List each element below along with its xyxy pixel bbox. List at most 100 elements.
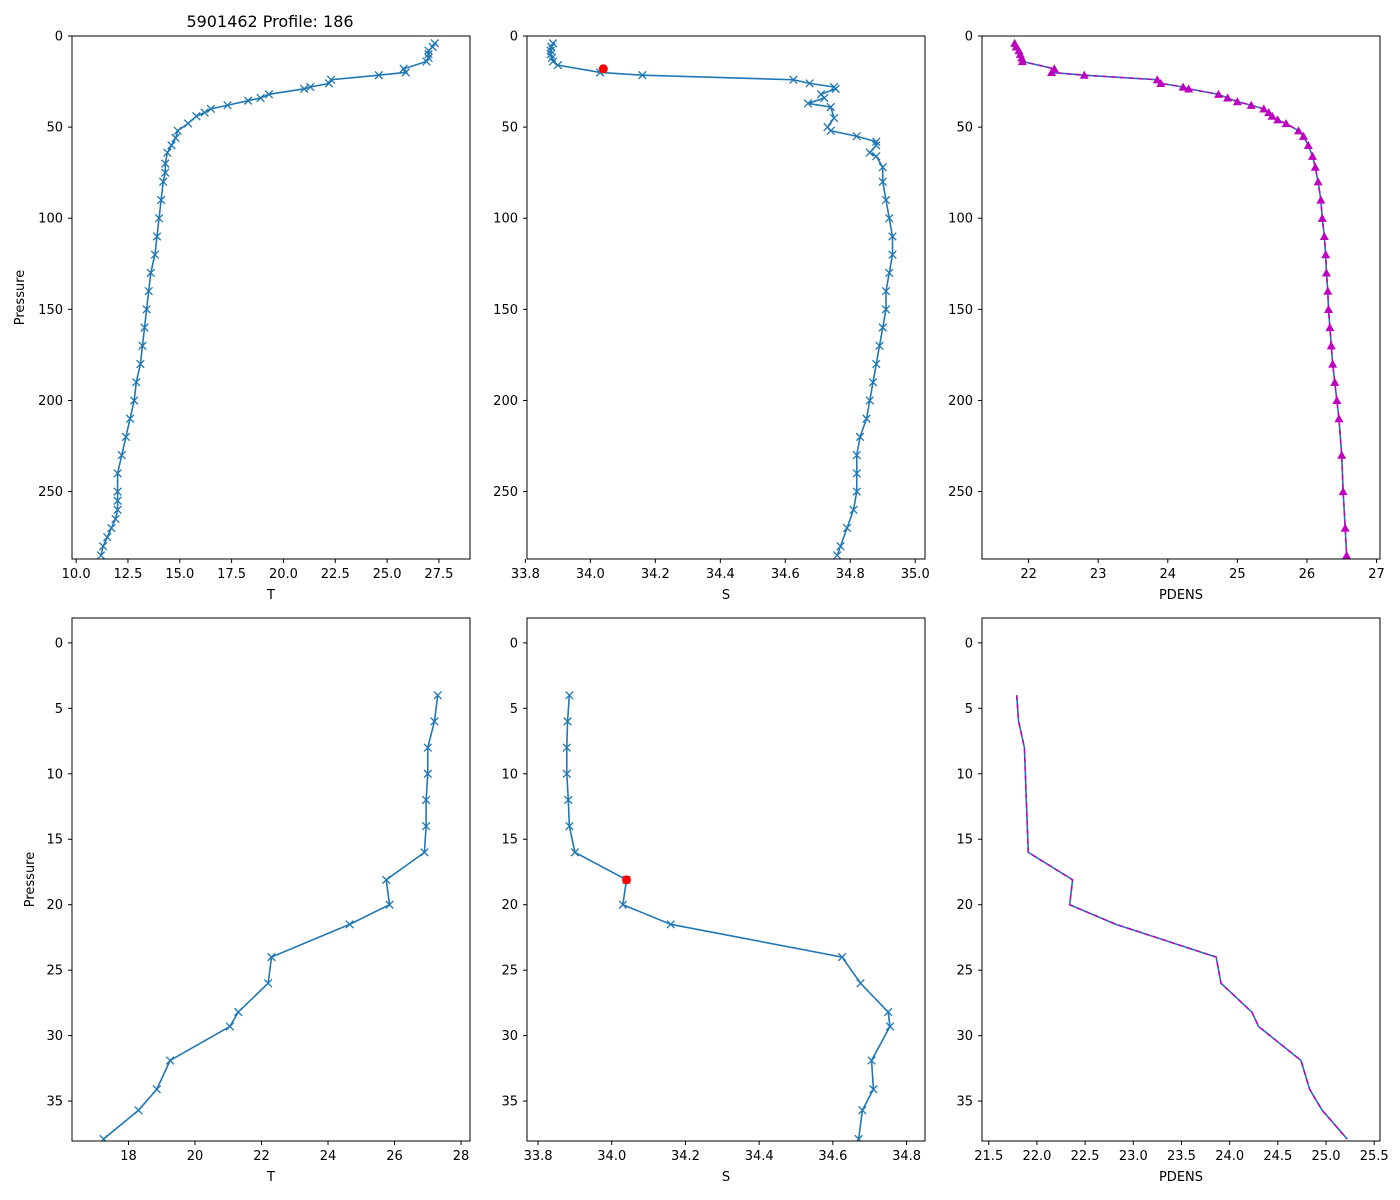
top-pdens-data-point (1281, 118, 1291, 128)
bottom-temperature-x-tick-label: 22 (253, 1149, 270, 1164)
top-temperature-data-point (161, 168, 170, 177)
top-temperature-data-point (424, 46, 433, 55)
top-temperature-data-point (424, 49, 433, 59)
bottom-salinity-x-axis-label: S (722, 1170, 730, 1185)
bottom-pdens-series-dashed-line (1015, 695, 1348, 1140)
top-salinity-x-tick-label: 33.8 (511, 567, 540, 582)
top-salinity-x-tick-label: 34.2 (641, 567, 670, 582)
top-pdens-y-tick-label: 150 (948, 303, 973, 318)
top-pdens-data-point (1017, 53, 1027, 62)
top-pdens-data-point (1319, 231, 1329, 241)
bottom-temperature-data-point (267, 952, 276, 962)
top-salinity-y-tick-label: 150 (493, 303, 518, 318)
bottom-temperature-series-line (103, 695, 439, 1140)
bottom-temperature-y-tick-label: 25 (46, 964, 63, 979)
bottom-temperature-data-point (345, 920, 354, 929)
top-salinity-data-point (826, 102, 836, 112)
bottom-salinity-y-tick-label: 5 (510, 702, 518, 717)
bottom-temperature-data-point (421, 795, 431, 805)
top-salinity-data-point (881, 286, 891, 296)
top-temperature-data-point (306, 82, 315, 92)
top-salinity-data-point (865, 148, 875, 157)
top-pdens-data-point (1079, 70, 1089, 79)
top-temperature-data-point (374, 70, 384, 80)
bottom-temperature-data-point (430, 717, 439, 726)
bottom-salinity-data-point (563, 717, 572, 726)
chart-panels: 10.0 12.5 15.0 17.5 20.0 22.5 25.0 27.505010015… (13, 30, 1389, 1186)
top-temperature-x-tick-label: 27.5 (424, 567, 453, 582)
bottom-temperature-x-axis-label: T (266, 1170, 275, 1185)
top-pdens-data-point (1326, 341, 1336, 350)
top-salinity-x-axis-label: S (722, 588, 730, 603)
top-salinity-x-tick-label: 34.6 (771, 567, 800, 582)
top-salinity-x-tick-label: 35.0 (901, 567, 930, 582)
top-salinity-data-point (872, 137, 881, 146)
top-temperature-data-point (113, 487, 122, 496)
top-salinity-y-tick-label: 0 (510, 30, 518, 45)
top-salinity-data-point (833, 551, 842, 559)
bottom-salinity-data-point (856, 978, 865, 988)
bottom-salinity-x-tick-label: 34.4 (745, 1149, 774, 1164)
bottom-temperature-data-point (225, 1022, 235, 1031)
bottom-pdens-y-tick-label: 20 (956, 898, 973, 913)
top-salinity-data-point (878, 162, 888, 172)
bottom-salinity-data-point (562, 769, 572, 779)
top-salinity-data-point (553, 60, 563, 70)
top-temperature-axes-frame (71, 35, 471, 560)
top-salinity-data-point (638, 70, 647, 80)
top-pdens-data-point (1184, 84, 1194, 93)
top-salinity-y-tick-label: 50 (501, 121, 518, 136)
bottom-salinity-axes-frame (526, 617, 926, 1142)
top-salinity-data-point (852, 450, 862, 460)
top-temperature-data-point (422, 57, 431, 66)
top-salinity-data-point (829, 113, 839, 123)
top-salinity-data-point (865, 396, 875, 405)
bottom-temperature-x-tick-label: 26 (386, 1149, 403, 1164)
top-temperature-data-point (129, 396, 139, 405)
bottom-pdens-x-tick-label: 24.0 (1215, 1149, 1244, 1164)
top-salinity-data-point (885, 213, 894, 223)
top-salinity-data-point (820, 93, 829, 103)
top-pdens-data-point (1321, 250, 1331, 259)
bottom-temperature-data-point (381, 875, 391, 885)
bottom-temperature-x-tick-label: 28 (453, 1149, 470, 1164)
bottom-temperature-y-axis-label: Pressure (23, 852, 38, 908)
bottom-salinity-x-tick-label: 34.8 (892, 1149, 921, 1164)
top-temperature-data-point (152, 232, 162, 241)
bottom-temperature-data-point (421, 821, 431, 831)
top-salinity-data-point (826, 126, 836, 136)
top-pdens-data-point (1267, 111, 1277, 120)
top-salinity-data-point (875, 341, 884, 351)
top-salinity-data-point (852, 487, 862, 496)
bottom-temperature-y-tick-label: 20 (46, 898, 63, 913)
bottom-pdens-x-tick-label: 21.5 (974, 1149, 1003, 1164)
top-salinity-x-tick-label: 34.0 (576, 567, 605, 582)
top-salinity-data-point (852, 131, 862, 141)
top-salinity-data-point (888, 250, 897, 259)
bottom-salinity-data-point (854, 1134, 863, 1141)
top-salinity-data-point (842, 523, 852, 533)
bottom-temperature-data-point (385, 900, 394, 909)
top-pdens-data-point (1156, 78, 1166, 87)
bottom-temperature-data-point (152, 1085, 162, 1094)
top-temperature-x-tick-label: 22.5 (321, 567, 350, 582)
bottom-pdens-y-tick-label: 5 (965, 702, 973, 717)
top-pdens-data-point (1332, 395, 1342, 405)
top-pdens-data-point (1298, 131, 1308, 140)
top-temperature-data-point (150, 250, 160, 259)
top-pdens-y-tick-label: 100 (948, 212, 973, 227)
bottom-salinity-x-tick-label: 33.8 (524, 1149, 553, 1164)
top-temperature-x-tick-label: 12.5 (113, 567, 142, 582)
top-temperature-plot-area (96, 39, 440, 559)
top-salinity-chart: 33.8 34.0 34.2 34.4 34.6 34.8 35.0 0 50 100 150 200… (493, 30, 930, 604)
bottom-salinity-y-tick-label: 0 (510, 636, 518, 651)
top-salinity-data-point (872, 141, 881, 150)
top-pdens-chart: 22 23 24 25 26 27 0 50 100 150 200 250 PDENS (948, 30, 1385, 604)
bottom-salinity-y-tick-label: 30 (501, 1029, 518, 1044)
bottom-pdens-x-tick-label: 24.5 (1263, 1149, 1292, 1164)
bottom-salinity-data-point (565, 821, 574, 831)
bottom-temperature-data-point (134, 1105, 143, 1115)
top-salinity-data-point (831, 84, 840, 94)
top-temperature-data-point (200, 108, 209, 117)
top-pdens-data-point (1310, 162, 1320, 171)
